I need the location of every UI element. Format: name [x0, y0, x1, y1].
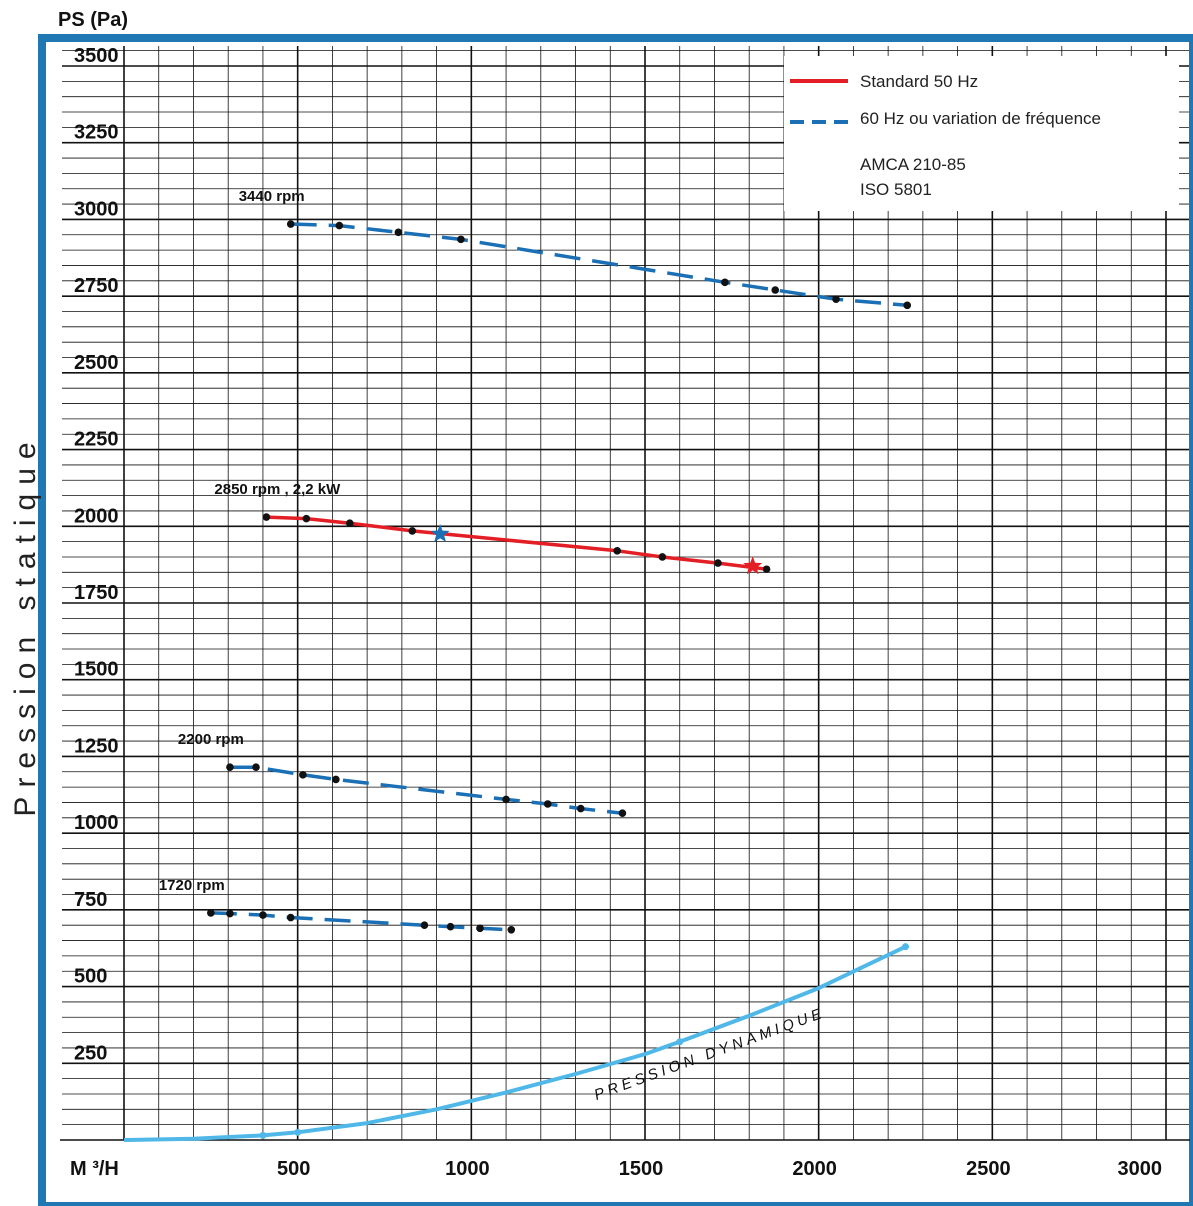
data-point — [286, 913, 295, 922]
series-line-2200-rpm — [229, 765, 623, 815]
operating-point-star — [430, 524, 450, 542]
y-tick-label: 1250 — [74, 735, 119, 757]
data-point — [721, 278, 729, 287]
marker-layer — [430, 524, 763, 575]
legend: Standard 50 Hz 60 Hz ou variation de fré… — [784, 56, 1179, 211]
data-point — [902, 943, 909, 951]
data-point — [714, 559, 722, 567]
data-point — [252, 763, 260, 771]
data-point — [302, 514, 311, 523]
data-point — [771, 286, 780, 294]
data-point — [613, 547, 622, 555]
data-point — [226, 763, 234, 771]
data-point — [259, 911, 267, 919]
data-point — [394, 228, 403, 237]
x-axis-unit-label: M ³/H — [70, 1158, 119, 1180]
data-point — [332, 775, 340, 784]
series-line-3440-rpm — [290, 222, 908, 308]
series-label: 3440 rpm — [239, 188, 305, 205]
x-tick-label: 1500 — [619, 1158, 664, 1180]
x-tick-label: 500 — [277, 1158, 310, 1180]
y-tick-label: 1500 — [74, 659, 119, 681]
data-point — [262, 513, 271, 521]
y-tick-label: 2250 — [74, 429, 119, 451]
y-tick-label: 3250 — [74, 122, 119, 144]
data-point — [226, 909, 234, 918]
y-tick-label: 750 — [74, 889, 107, 911]
data-point — [294, 1128, 302, 1136]
legend-box — [784, 56, 1179, 211]
data-point — [903, 301, 912, 310]
y-axis-top-label: PS (Pa) — [58, 9, 128, 31]
data-point — [420, 921, 429, 929]
x-tick-labels: 500 1000 1500 2000 2500 3000 — [277, 1158, 1162, 1180]
series-line-1720-rpm — [210, 911, 512, 932]
y-tick-label: 2500 — [74, 352, 119, 374]
data-point — [345, 519, 354, 528]
legend-entry-60hz: 60 Hz ou variation de fréquence — [860, 109, 1101, 128]
y-tick-label: 2000 — [74, 505, 119, 527]
x-tick-label: 3000 — [1118, 1158, 1163, 1180]
data-point — [543, 800, 552, 808]
y-tick-label: 1000 — [74, 812, 119, 834]
y-tick-label: 2750 — [74, 275, 119, 297]
series-label: 1720 rpm — [159, 877, 225, 894]
legend-standard-iso: ISO 5801 — [860, 180, 932, 199]
data-point — [335, 221, 344, 230]
y-tick-label: 3000 — [74, 198, 119, 220]
data-point — [457, 235, 465, 244]
y-tick-label: 1750 — [74, 582, 119, 604]
data-point — [676, 1038, 684, 1046]
x-tick-label: 1000 — [445, 1158, 490, 1180]
data-point — [658, 553, 667, 561]
operating-point-star — [743, 556, 763, 575]
data-point — [507, 926, 516, 934]
data-point — [446, 922, 455, 931]
legend-entry-standard: Standard 50 Hz — [860, 72, 978, 91]
data-point — [832, 295, 840, 304]
series-label: 2200 rpm — [178, 731, 244, 748]
data-point — [476, 924, 484, 933]
legend-standard-amca: AMCA 210-85 — [860, 155, 966, 174]
data-point — [576, 804, 585, 813]
data-point — [618, 809, 627, 817]
series-layer — [123, 220, 912, 1142]
plot-frame — [38, 34, 1193, 1206]
x-tick-label: 2000 — [792, 1158, 837, 1180]
data-point — [762, 565, 771, 574]
y-axis-title: Pression statique — [9, 433, 42, 816]
data-point — [207, 909, 215, 917]
data-point — [299, 771, 307, 779]
y-tick-labels: 250 500 750 1000 1250 1500 1750 2000 2250 2500 275… — [74, 45, 119, 1064]
data-point — [408, 527, 417, 535]
y-tick-label: 500 — [74, 966, 107, 988]
y-tick-label: 250 — [74, 1042, 107, 1064]
x-tick-label: 2500 — [966, 1158, 1011, 1180]
data-point — [286, 220, 295, 228]
series-line-2850-rpm — [266, 515, 767, 571]
y-tick-label: 3500 — [74, 45, 119, 67]
data-point — [502, 795, 510, 804]
series-label: 2850 rpm , 2,2 kW — [214, 481, 341, 498]
data-point — [259, 1131, 267, 1139]
